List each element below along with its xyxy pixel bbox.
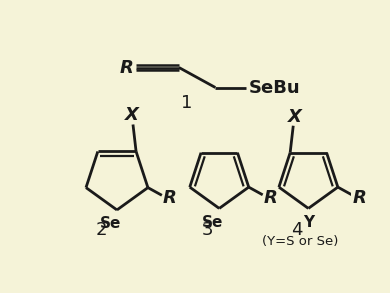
Text: Se: Se	[100, 216, 121, 231]
Text: Y: Y	[303, 215, 314, 230]
Text: X: X	[288, 108, 302, 125]
Text: R: R	[119, 59, 133, 76]
Text: R: R	[163, 189, 177, 207]
Text: 2: 2	[96, 221, 107, 239]
Text: SeBu: SeBu	[249, 79, 300, 96]
Text: Se: Se	[202, 215, 224, 230]
Text: (Y=S or Se): (Y=S or Se)	[262, 235, 339, 248]
Text: 1: 1	[181, 94, 192, 112]
Text: R: R	[264, 189, 277, 207]
Text: 4: 4	[291, 221, 303, 239]
Text: 3: 3	[202, 221, 213, 239]
Text: X: X	[124, 106, 138, 124]
Text: R: R	[353, 189, 367, 207]
